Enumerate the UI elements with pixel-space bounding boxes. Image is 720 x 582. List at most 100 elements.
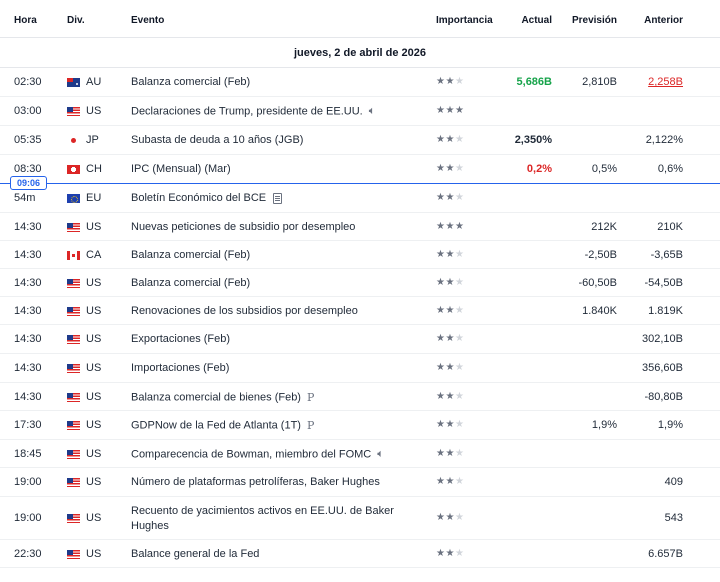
event-row[interactable]: 08:30 CH IPC (Mensual) (Mar) ★★★ 0,2% 0,5% 0,6… bbox=[0, 155, 720, 184]
event-row[interactable]: 14:30 US Nuevas peticiones de subsidio por… bbox=[0, 213, 720, 241]
star-icon: ★ bbox=[436, 419, 446, 430]
event-name[interactable]: Declaraciones de Trump, presidente de EE… bbox=[131, 104, 421, 119]
star-icon: ★ bbox=[436, 276, 446, 288]
event-time: 18:45 bbox=[14, 447, 42, 460]
previous-value: 2,258B bbox=[648, 76, 683, 88]
event-name[interactable]: Balanza comercial de bienes (Feb) P bbox=[131, 390, 421, 405]
event-name-text: Balanza comercial (Feb) bbox=[131, 248, 251, 261]
event-row[interactable]: 02:30 AU Balanza comercial (Feb) ★★★ 5,686B 2… bbox=[0, 68, 720, 97]
importance-stars: ★★★ bbox=[436, 305, 464, 316]
event-name-text: Subasta de deuda a 10 años (JGB) bbox=[131, 134, 304, 146]
previous-value: 409 bbox=[664, 476, 683, 488]
star-icon: ★ bbox=[445, 192, 455, 203]
event-time: 14:30 bbox=[14, 248, 42, 261]
speaker-icon: 🔈︎ bbox=[377, 447, 384, 460]
event-name[interactable]: IPC (Mensual) (Mar) bbox=[131, 162, 421, 177]
event-name-text: Balance general de la Fed bbox=[131, 547, 260, 560]
event-currency: AU bbox=[86, 76, 102, 88]
event-row[interactable]: 14:30 US Importaciones (Feb) ★★★ 356,60B bbox=[0, 354, 720, 383]
header-importance[interactable]: Importancia bbox=[436, 15, 493, 26]
event-name-text: GDPNow de la Fed de Atlanta (1T) bbox=[131, 419, 301, 432]
star-icon: ★ bbox=[445, 362, 455, 373]
event-name[interactable]: Renovaciones de los subsidios por desemp… bbox=[131, 304, 421, 319]
star-icon: ★ bbox=[436, 333, 446, 344]
event-row[interactable]: 14:30 US Balanza comercial (Feb) ★★★ -60,50B… bbox=[0, 269, 720, 297]
event-name[interactable]: Comparecencia de Bowman, miembro del FOM… bbox=[131, 447, 421, 462]
event-time: 03:00 bbox=[14, 105, 42, 117]
event-currency: US bbox=[86, 304, 102, 317]
star-icon: ★ bbox=[436, 163, 446, 174]
event-row[interactable]: 14:30 US Exportaciones (Feb) ★★★ 302,10B bbox=[0, 325, 720, 354]
star-icon: ★ bbox=[436, 447, 446, 459]
header-currency[interactable]: Div. bbox=[67, 15, 85, 26]
event-name-text: Renovaciones de los subsidios por desemp… bbox=[131, 304, 358, 317]
flag-us-icon bbox=[67, 306, 80, 316]
star-icon: ★ bbox=[454, 390, 465, 402]
event-currency: CA bbox=[86, 248, 102, 261]
importance-stars: ★★★ bbox=[436, 221, 464, 232]
event-name[interactable]: Nuevas peticiones de subsidio por desemp… bbox=[131, 220, 421, 235]
header-event[interactable]: Evento bbox=[131, 15, 165, 26]
flag-eu-icon bbox=[67, 194, 80, 203]
event-row[interactable]: 14:30 US Renovaciones de los subsidios por… bbox=[0, 297, 720, 325]
event-time: 14:30 bbox=[14, 333, 42, 345]
star-icon: ★ bbox=[454, 163, 465, 174]
event-name[interactable]: Subasta de deuda a 10 años (JGB) bbox=[131, 133, 421, 148]
event-name-text: Exportaciones (Feb) bbox=[131, 333, 231, 345]
flag-us-icon bbox=[67, 421, 80, 430]
star-icon: ★ bbox=[454, 333, 465, 344]
forecast-value: 1,9% bbox=[591, 419, 617, 431]
event-row[interactable]: 54m EU Boletín Económico del BCE ★★★ bbox=[0, 184, 720, 213]
event-time: 54m bbox=[14, 192, 36, 204]
event-currency: US bbox=[86, 105, 102, 117]
header-actual[interactable]: Actual bbox=[521, 15, 552, 26]
event-time: 17:30 bbox=[14, 419, 42, 431]
event-row[interactable]: 18:45 US Comparecencia de Bowman, miembro … bbox=[0, 440, 720, 468]
event-row[interactable]: 19:00 US Número de plataformas petrolífera… bbox=[0, 468, 720, 497]
event-name[interactable]: Balanza comercial (Feb) bbox=[131, 75, 421, 90]
event-row[interactable]: 05:35 JP Subasta de deuda a 10 años (JGB) ★… bbox=[0, 126, 720, 155]
event-name-text: Recuento de yacimientos activos en EE.UU… bbox=[131, 504, 394, 532]
event-time: 22:30 bbox=[14, 547, 42, 560]
importance-stars: ★★★ bbox=[436, 277, 464, 288]
event-name-text: Balanza comercial (Feb) bbox=[131, 276, 251, 289]
event-row[interactable]: 14:30 CA Balanza comercial (Feb) ★★★ -2,50B -… bbox=[0, 241, 720, 269]
forecast-value: 2,810B bbox=[582, 76, 617, 88]
flag-us-icon bbox=[67, 107, 80, 116]
event-name[interactable]: Balance general de la Fed bbox=[131, 547, 421, 562]
star-icon: ★ bbox=[436, 134, 446, 145]
event-row[interactable]: 19:00 US Recuento de yacimientos activos e… bbox=[0, 497, 720, 540]
star-icon: ★ bbox=[436, 390, 446, 402]
header-forecast[interactable]: Previsión bbox=[571, 15, 617, 26]
star-icon: ★ bbox=[445, 476, 455, 487]
forecast-value: 0,5% bbox=[591, 163, 617, 175]
event-name[interactable]: Balanza comercial (Feb) bbox=[131, 276, 421, 291]
event-name[interactable]: Número de plataformas petrolíferas, Bake… bbox=[131, 475, 421, 490]
actual-value: 5,686B bbox=[516, 76, 552, 88]
event-name-text: Declaraciones de Trump, presidente de EE… bbox=[131, 105, 363, 118]
star-icon: ★ bbox=[436, 220, 446, 232]
header-time[interactable]: Hora bbox=[14, 15, 37, 26]
event-row[interactable]: 22:30 US Balance general de la Fed ★★★ 6.657… bbox=[0, 540, 720, 568]
previous-value: 302,10B bbox=[642, 333, 683, 345]
previous-value: 6.657B bbox=[648, 547, 683, 560]
star-icon: ★ bbox=[454, 476, 465, 487]
event-currency: US bbox=[86, 362, 102, 374]
event-name[interactable]: Recuento de yacimientos activos en EE.UU… bbox=[131, 504, 421, 534]
event-row[interactable]: 14:30 US Balanza comercial de bienes (Feb)… bbox=[0, 383, 720, 411]
event-name[interactable]: Exportaciones (Feb) bbox=[131, 332, 421, 347]
event-name[interactable]: Boletín Económico del BCE bbox=[131, 191, 421, 206]
star-icon: ★ bbox=[454, 362, 465, 373]
event-name[interactable]: GDPNow de la Fed de Atlanta (1T) P bbox=[131, 418, 421, 433]
event-name[interactable]: Importaciones (Feb) bbox=[131, 361, 421, 376]
event-row[interactable]: 17:30 US GDPNow de la Fed de Atlanta (1T) P… bbox=[0, 411, 720, 440]
star-icon: ★ bbox=[445, 304, 455, 316]
event-name[interactable]: Balanza comercial (Feb) bbox=[131, 248, 421, 263]
header-previous[interactable]: Anterior bbox=[644, 15, 683, 26]
star-icon: ★ bbox=[454, 192, 465, 203]
star-icon: ★ bbox=[436, 76, 446, 87]
event-name-text: IPC (Mensual) (Mar) bbox=[131, 163, 231, 175]
event-row[interactable]: 03:00 US Declaraciones de Trump, president… bbox=[0, 97, 720, 126]
flag-us-icon bbox=[67, 449, 80, 459]
event-time: 14:30 bbox=[14, 276, 42, 289]
